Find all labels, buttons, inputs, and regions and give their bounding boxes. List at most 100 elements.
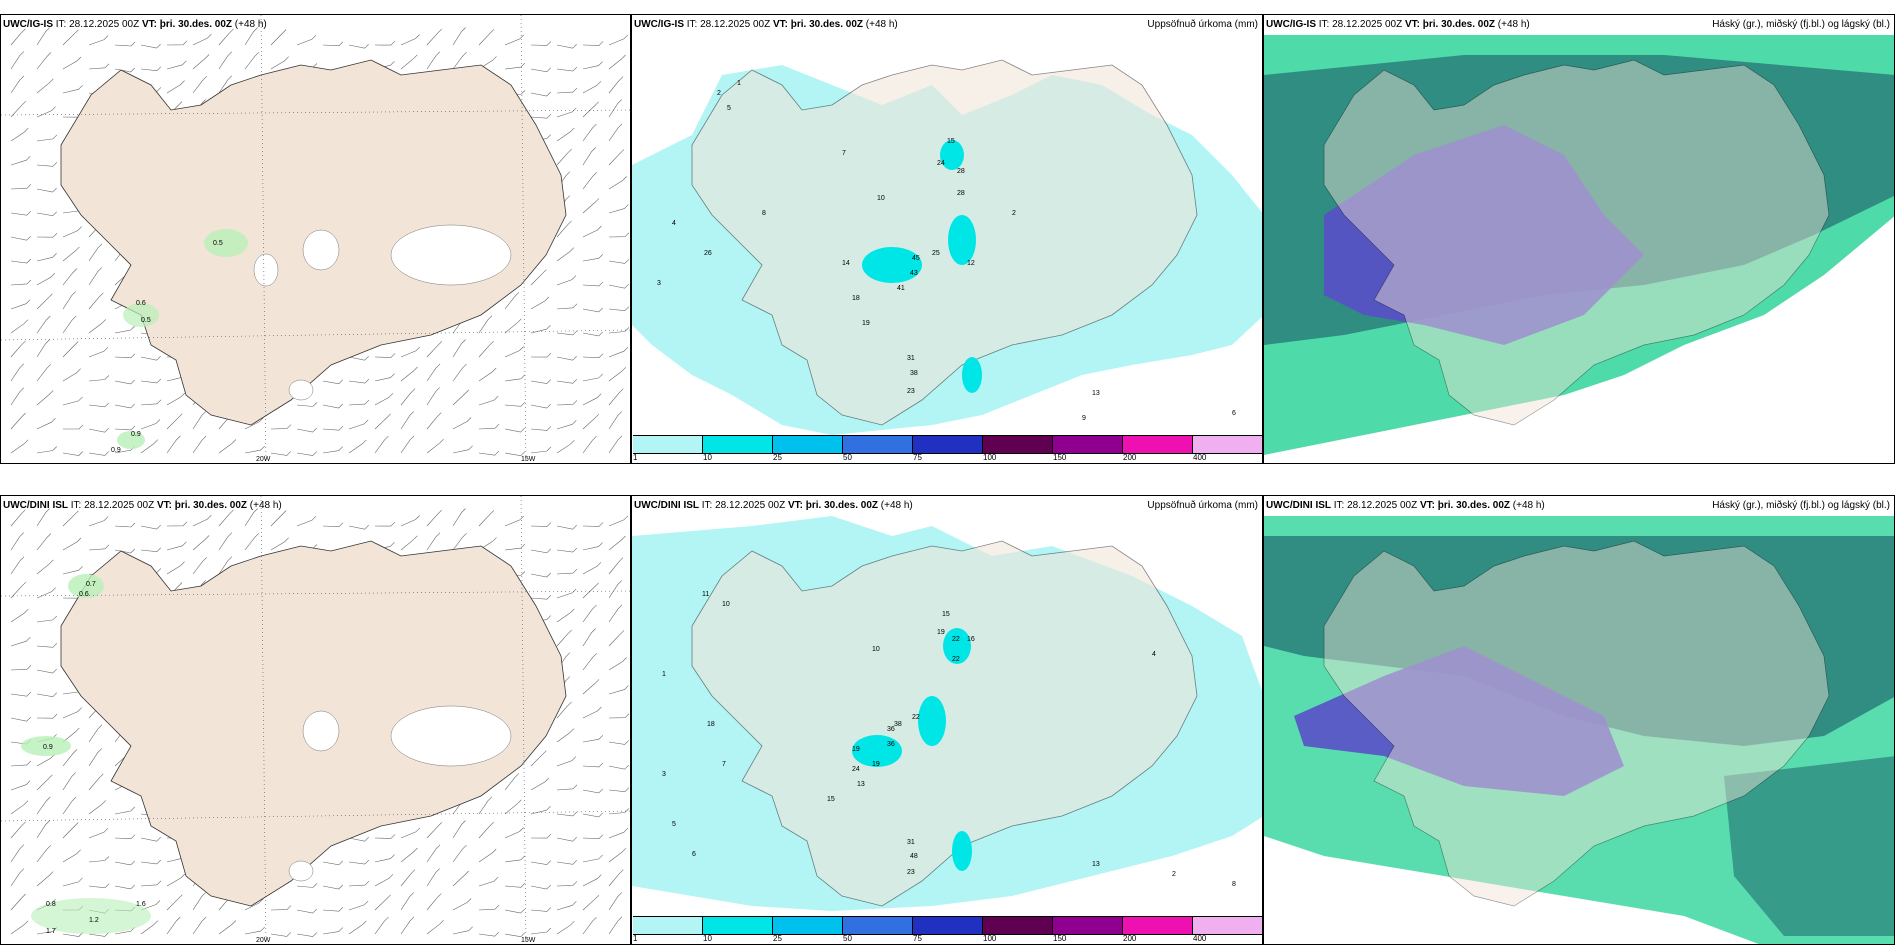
wind-barb	[582, 307, 603, 313]
wind-barb	[62, 56, 82, 70]
value-label: 4	[672, 220, 676, 227]
wind-barb	[530, 296, 550, 310]
precip-max	[943, 628, 971, 664]
wind-barb	[10, 509, 26, 527]
wind-barb	[270, 424, 292, 430]
wind-barb	[218, 28, 234, 46]
wind-barb	[478, 876, 499, 887]
colorbar-tick-label: 1	[633, 453, 638, 462]
wind-barb	[36, 106, 56, 118]
precip-colorbar-ticks: 1 10 25 50 75 100 150 200 400	[633, 453, 1262, 463]
wind-barb	[608, 515, 629, 527]
wind-map: 0.7 0.6 0.9 0.8 1.2 1.6 1.7 20W 15W	[1, 496, 630, 944]
wind-barb	[374, 916, 389, 935]
wind-barb	[478, 821, 494, 839]
wind-barb	[296, 35, 317, 46]
value-label: 4	[1152, 651, 1156, 658]
wind-barb	[10, 636, 31, 647]
wind-barb	[348, 836, 369, 842]
panel-variable-label: Uppsöfnuð úrkoma (mm)	[1147, 500, 1258, 511]
value-label: 1.7	[46, 928, 56, 935]
wind-barb	[244, 533, 260, 551]
wind-barb	[36, 232, 58, 238]
colorbar-swatch	[913, 436, 983, 453]
precip-map: 26 14 41 43 45 25 18 19 12 15 24 28 28 3…	[632, 59, 1262, 435]
wind-barb	[244, 445, 265, 454]
colorbar-swatch	[1193, 436, 1262, 453]
wind-barb	[452, 389, 469, 406]
value-label: 36	[887, 726, 895, 733]
colorbar-swatch	[1123, 917, 1193, 934]
value-label: 6	[692, 851, 696, 858]
wind-barb	[608, 54, 626, 70]
wind-barb	[452, 27, 466, 46]
wind-barb	[374, 874, 394, 887]
wind-barb	[582, 562, 602, 575]
wind-barb	[114, 806, 135, 815]
wind-barb	[400, 892, 414, 911]
wind-barb	[140, 547, 162, 553]
value-label: 19	[937, 629, 945, 636]
wind-barb	[400, 435, 415, 454]
precip-max	[862, 247, 922, 283]
wind-barb	[88, 63, 110, 70]
colorbar-swatch	[1053, 436, 1123, 453]
wind-barb	[426, 438, 444, 454]
wind-barb	[374, 894, 391, 911]
wind-barb	[556, 901, 577, 911]
wind-barb	[608, 892, 623, 911]
wind-barb	[582, 101, 599, 118]
wind-barb	[504, 34, 525, 46]
value-label: 10	[872, 646, 880, 653]
wind-barb	[582, 679, 600, 695]
wind-barb	[582, 762, 604, 768]
glacier	[302, 710, 340, 752]
wind-barb	[426, 822, 443, 839]
wind-barb	[556, 811, 578, 817]
wind-barb	[530, 113, 552, 119]
value-label: 24	[852, 766, 860, 773]
wind-barb	[478, 56, 497, 70]
value-label: 13	[857, 781, 865, 788]
wind-barb	[504, 346, 524, 358]
value-label: 31	[907, 355, 915, 362]
glacier	[390, 224, 512, 286]
wind-barb	[504, 374, 526, 382]
wind-barb	[530, 91, 551, 97]
wind-barb	[582, 542, 603, 551]
wind-barb	[192, 916, 207, 935]
wind-barb	[556, 400, 578, 406]
wind-barb	[556, 330, 578, 336]
wind-barb	[322, 425, 344, 431]
panel-precip-dini: UWC/DINI ISL IT: 28.12.2025 00Z VT: þri.…	[631, 495, 1263, 945]
wind-barb	[36, 713, 58, 719]
panel-title: UWC/IG-IS IT: 28.12.2025 00Z VT: þri. 30…	[3, 19, 267, 30]
wind-barb	[556, 303, 578, 310]
wind-barb	[62, 749, 78, 767]
wind-barb	[88, 516, 109, 527]
wind-barb	[296, 402, 318, 407]
wind-barb	[218, 51, 233, 70]
wind-barb	[36, 559, 54, 575]
iceland-land	[1323, 540, 1830, 907]
wind-barb	[556, 220, 572, 238]
wind-barb	[88, 35, 109, 46]
value-label: 25	[932, 250, 940, 257]
wind-barb	[166, 40, 188, 46]
wind-barb	[608, 176, 627, 190]
wind-barb	[140, 880, 162, 887]
wind-barb	[140, 900, 161, 911]
wind-barb	[374, 521, 396, 527]
panel-title: UWC/IG-IS IT: 28.12.2025 00Z VT: þri. 30…	[634, 19, 898, 30]
wind-barb	[10, 760, 32, 767]
wind-barb	[62, 368, 81, 382]
wind-barb	[166, 435, 181, 454]
colorbar-tick-label: 400	[1193, 453, 1207, 462]
wind-barb	[530, 860, 552, 865]
wind-barb	[88, 932, 110, 937]
wind-barb	[582, 894, 600, 911]
panel-clouds-dini: UWC/DINI ISL IT: 28.12.2025 00Z VT: þri.…	[1263, 495, 1895, 945]
wind-barb	[140, 836, 161, 842]
wind-barb	[478, 848, 497, 863]
wind-barb	[322, 446, 344, 454]
